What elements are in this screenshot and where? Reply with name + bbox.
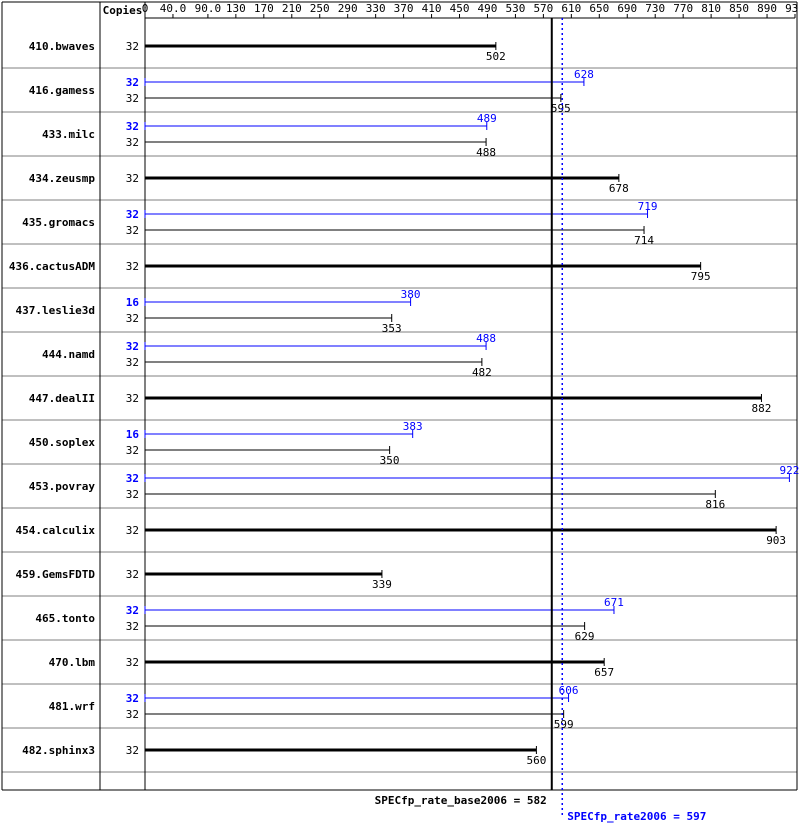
peak-value: 671 [604,596,624,609]
benchmark-name: 433.milc [42,128,95,141]
x-tick-label: 490 [478,2,498,15]
benchmark-name: 470.lbm [49,656,96,669]
benchmark-name: 447.dealII [29,392,95,405]
base-marker-label: SPECfp_rate_base2006 = 582 [375,794,547,807]
x-tick-label: 850 [729,2,749,15]
base-value: 629 [575,630,595,643]
x-tick-label: 40.0 [160,2,187,15]
benchmark-chart: 0 40.0 90.0 130 170 210 250 290 330 370 410 450 490 5… [0,0,799,831]
x-tick-label: 330 [366,2,386,15]
x-tick-label: 90.0 [195,2,222,15]
peak-copies: 32 [126,472,139,485]
base-copies: 32 [126,136,139,149]
benchmark-name: 450.soplex [29,436,96,449]
base-copies: 32 [126,524,139,537]
base-copies: 32 [126,488,139,501]
base-copies: 32 [126,356,139,369]
peak-value: 489 [477,112,497,125]
x-tick-label: 210 [282,2,302,15]
base-value: 714 [634,234,654,247]
benchmark-name: 453.povray [29,480,96,493]
x-tick-label: 890 [757,2,777,15]
peak-value: 719 [638,200,658,213]
peak-copies: 32 [126,340,139,353]
base-value: 502 [486,50,506,63]
base-value: 882 [752,402,772,415]
benchmark-name: 482.sphinx3 [22,744,95,757]
base-value: 816 [705,498,725,511]
base-copies: 32 [126,172,139,185]
peak-value: 383 [403,420,423,433]
base-value: 795 [691,270,711,283]
base-value: 350 [380,454,400,467]
benchmark-name: 436.cactusADM [9,260,95,273]
x-tick-label: 650 [589,2,609,15]
base-copies: 32 [126,392,139,405]
peak-value: 922 [779,464,799,477]
base-copies: 32 [126,568,139,581]
x-tick-label: 930 [785,2,799,15]
peak-copies: 16 [126,296,140,309]
base-value: 595 [551,102,571,115]
base-copies: 32 [126,708,139,721]
peak-copies: 32 [126,76,139,89]
copies-header: Copies [103,4,143,17]
x-tick-label: 0 [142,2,149,15]
x-tick-label: 730 [645,2,665,15]
x-tick-label: 130 [226,2,246,15]
x-tick-label: 290 [338,2,358,15]
benchmark-name: 459.GemsFDTD [16,568,96,581]
base-value: 657 [594,666,614,679]
x-tick-label: 610 [561,2,581,15]
benchmark-name: 465.tonto [35,612,95,625]
peak-value: 380 [401,288,421,301]
base-copies: 32 [126,620,139,633]
benchmark-name: 434.zeusmp [29,172,96,185]
base-copies: 32 [126,444,139,457]
peak-copies: 32 [126,208,139,221]
base-value: 678 [609,182,629,195]
x-tick-label: 370 [394,2,414,15]
base-copies: 32 [126,312,139,325]
x-tick-label: 770 [673,2,693,15]
base-value: 903 [766,534,786,547]
benchmark-name: 437.leslie3d [16,304,95,317]
peak-value: 628 [574,68,594,81]
benchmark-name: 444.namd [42,348,95,361]
x-tick-label: 570 [533,2,553,15]
base-value: 353 [382,322,402,335]
benchmark-name: 481.wrf [49,700,95,713]
benchmark-name: 410.bwaves [29,40,95,53]
x-tick-label: 410 [422,2,442,15]
base-copies: 32 [126,744,139,757]
base-copies: 32 [126,40,139,53]
peak-copies: 32 [126,120,139,133]
peak-copies: 16 [126,428,140,441]
base-value: 339 [372,578,392,591]
x-tick-label: 810 [701,2,721,15]
benchmark-name: 416.gamess [29,84,95,97]
peak-value: 488 [476,332,496,345]
benchmark-name: 454.calculix [16,524,96,537]
base-value: 482 [472,366,492,379]
peak-value: 606 [559,684,579,697]
x-tick-label: 690 [617,2,637,15]
base-copies: 32 [126,656,139,669]
x-tick-label: 450 [450,2,470,15]
peak-copies: 32 [126,692,139,705]
base-value: 560 [526,754,546,767]
peak-copies: 32 [126,604,139,617]
base-copies: 32 [126,260,139,273]
benchmark-name: 435.gromacs [22,216,95,229]
x-tick-label: 170 [254,2,274,15]
x-tick-label: 530 [505,2,525,15]
base-value: 599 [554,718,574,731]
base-value: 488 [476,146,496,159]
base-copies: 32 [126,224,139,237]
base-copies: 32 [126,92,139,105]
x-tick-label: 250 [310,2,330,15]
peak-marker-label: SPECfp_rate2006 = 597 [567,810,706,823]
